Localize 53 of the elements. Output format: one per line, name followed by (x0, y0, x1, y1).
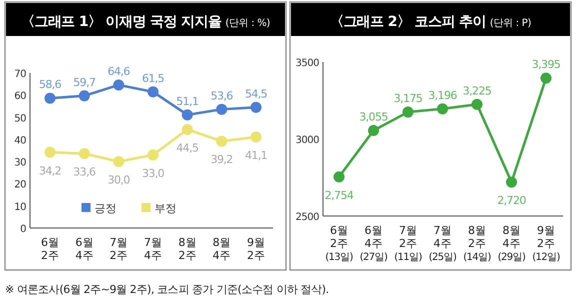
y-tick-label: 3000 (296, 135, 320, 146)
legend-label: 부정 (154, 202, 176, 215)
y-tick-label: 0 (20, 224, 26, 235)
data-label: 34,2 (38, 164, 62, 178)
x-tick-label: 6월 2주 (41, 236, 59, 262)
y-tick-label: 20 (14, 180, 26, 191)
data-label: 39,2 (210, 153, 233, 166)
y-tick-label: 60 (14, 91, 26, 102)
x-tick-label: 6월 4주 (27일) (360, 224, 388, 263)
chart-subtitle: (단위 : %) (225, 18, 270, 29)
x-tick-label: 6월 2주 (13일) (325, 224, 354, 263)
y-tick-label: 10 (14, 202, 26, 213)
y-tick-label: 50 (14, 113, 26, 124)
data-label: 33,0 (142, 166, 165, 180)
text: ※ 여론조사(6월 2주~9월 2주), 코스피 종가 기준(소수점 이하 절삭). (5, 283, 329, 296)
y-tick-label: 70 (14, 69, 26, 80)
legend-label: 긍정 (94, 202, 116, 215)
x-tick-label: 8월 4주 (29일) (498, 224, 526, 263)
data-label: 2,754 (324, 188, 354, 202)
x-tick-label: 7월 2주 (110, 236, 128, 262)
x-tick-label: 6월 4주 (75, 236, 94, 262)
data-label: 2,720 (497, 194, 526, 208)
data-label: 3,055 (359, 110, 388, 124)
x-tick-label: 9월 2주 (12일) (532, 224, 560, 263)
data-label: 30,0 (108, 174, 130, 187)
x-tick-label: 9월 2주 (247, 236, 265, 262)
x-tick-label: 7월 2주 (11일) (394, 224, 422, 263)
y-tick-label: 2500 (296, 212, 320, 223)
data-label: 3,196 (428, 88, 458, 102)
data-label: 58,6 (38, 78, 62, 92)
data-label: 51,1 (176, 94, 198, 108)
y-tick-label: 30 (14, 158, 26, 169)
data-label: 3,175 (394, 92, 423, 106)
data-label: 33,6 (73, 166, 96, 179)
y-tick-label: 3500 (296, 58, 320, 69)
data-label: 44,5 (176, 141, 199, 154)
x-tick-label: 7월 4주 (144, 236, 162, 262)
chart-title: 〈그래프 2〉 코스피 추이 (330, 14, 486, 30)
y-tick-label: 40 (14, 135, 26, 146)
data-label: 64,6 (108, 64, 130, 78)
x-tick-label: 8월 4주 (212, 236, 231, 262)
data-label: 54,5 (244, 87, 268, 100)
data-label: 3,395 (532, 58, 561, 72)
chart-subtitle: (단위 : P) (490, 18, 532, 29)
data-label: 59,7 (73, 76, 96, 89)
data-label: 61,5 (142, 72, 165, 85)
data-label: 53,6 (210, 89, 234, 102)
data-label: 3,225 (462, 84, 492, 98)
x-tick-label: 8월 2주 (178, 236, 196, 262)
data-label: 41,1 (244, 148, 268, 162)
x-tick-label: 8월 2주 (14일) (463, 224, 492, 263)
x-tick-label: 7월 4주 (25일) (428, 224, 457, 263)
chart-title: 〈그래프 1〉 이재명 국정 지지율 (20, 14, 222, 30)
